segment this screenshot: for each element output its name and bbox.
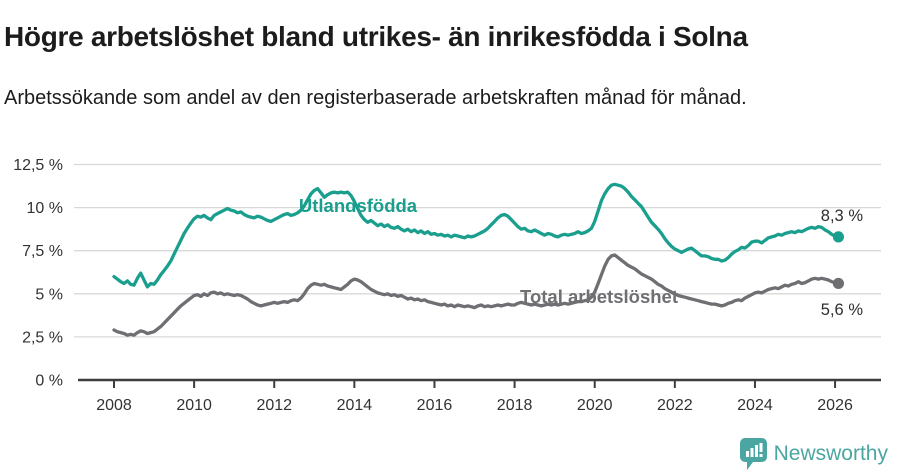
- y-axis-tick-label: 12,5 %: [13, 157, 63, 174]
- y-axis-tick-label: 10 %: [27, 200, 63, 217]
- y-axis-tick-label: 0 %: [35, 373, 63, 390]
- series-line-utlandsf-dda: [112, 182, 841, 289]
- brand-name: Newsworthy: [773, 442, 888, 465]
- x-axis-tick-label: 2018: [497, 397, 533, 414]
- x-axis-tick-label: 2012: [256, 397, 292, 414]
- x-axis-tick-label: 2010: [176, 397, 212, 414]
- y-axis-tick-label: 7,5 %: [22, 243, 63, 260]
- chart-subtitle: Arbetssökande som andel av den registerb…: [4, 87, 747, 109]
- newsworthy-logo-icon: [739, 438, 767, 470]
- x-axis-tick-label: 2014: [337, 397, 373, 414]
- x-axis-tick-label: 2024: [737, 397, 773, 414]
- series-label: Utlandsfödda: [299, 195, 418, 216]
- x-axis-tick-label: 2022: [657, 397, 693, 414]
- series-end-dot: [832, 277, 845, 290]
- series-line-total-arbetsl-shet: [112, 253, 841, 337]
- x-axis-tick-label: 2026: [817, 397, 853, 414]
- end-value-label: 5,6 %: [821, 301, 864, 319]
- y-axis-tick-label: 2,5 %: [22, 329, 63, 346]
- end-value-label: 8,3 %: [821, 207, 864, 225]
- y-axis-tick-label: 5 %: [35, 286, 63, 303]
- x-axis-tick-label: 2008: [96, 397, 132, 414]
- series-end-dot: [832, 231, 845, 243]
- x-axis-tick-label: 2016: [417, 397, 453, 414]
- page-title: Högre arbetslöshet bland utrikes- än inr…: [4, 20, 748, 52]
- x-axis-tick-label: 2020: [577, 397, 613, 414]
- series-label: Total arbetslöshet: [520, 286, 678, 307]
- brand-footer: Newsworthy: [739, 438, 888, 470]
